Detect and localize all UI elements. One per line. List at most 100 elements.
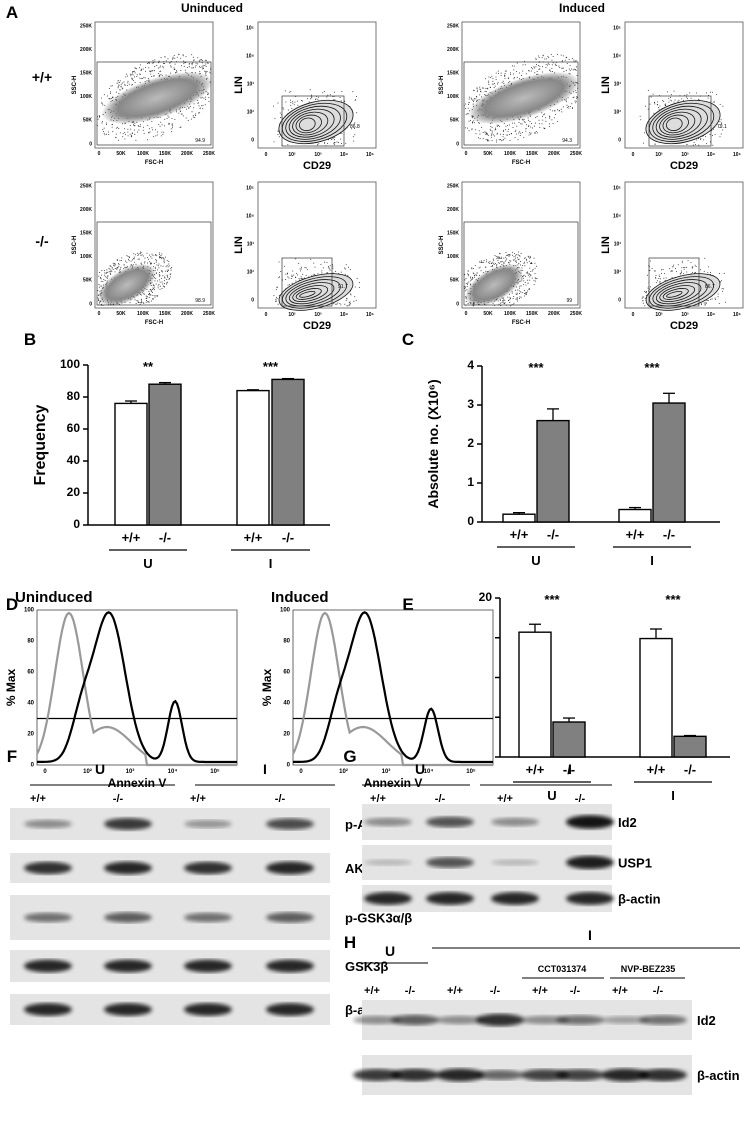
event-dot	[197, 57, 199, 59]
event-dot	[314, 266, 316, 268]
event-dot	[505, 259, 507, 261]
contour-line	[655, 282, 702, 305]
event-dot	[182, 54, 184, 56]
event-dot	[329, 94, 331, 96]
event-dot	[138, 129, 140, 131]
event-dot	[473, 122, 475, 124]
event-dot	[106, 133, 108, 135]
x-tick-label: -/-	[663, 527, 675, 542]
event-dot	[353, 123, 355, 125]
event-dot	[321, 272, 323, 274]
event-dot	[533, 283, 535, 285]
event-dot	[472, 305, 474, 307]
event-dot	[503, 139, 505, 141]
event-dot	[498, 303, 500, 305]
blot-band	[639, 1015, 687, 1025]
event-dot	[717, 293, 719, 295]
contour-line	[666, 117, 683, 132]
event-dot	[204, 104, 206, 106]
event-dot	[525, 73, 527, 75]
blot-band	[556, 1015, 604, 1025]
y-tick-label: 1	[467, 475, 474, 489]
histogram-curve	[36, 611, 237, 764]
event-dot	[154, 295, 156, 297]
event-dot	[160, 278, 162, 280]
event-dot	[170, 65, 172, 67]
event-dot	[488, 84, 490, 86]
lane-label: +/+	[612, 985, 628, 997]
event-dot	[473, 89, 475, 91]
event-dot	[573, 68, 575, 70]
event-dot	[198, 66, 200, 68]
event-dot	[134, 81, 136, 83]
event-dot	[575, 60, 577, 62]
event-dot	[514, 122, 516, 124]
event-dot	[149, 294, 151, 296]
event-dot	[147, 262, 149, 264]
event-dot	[99, 271, 101, 273]
event-dot	[524, 282, 526, 284]
event-dot	[148, 67, 150, 69]
event-dot	[677, 100, 679, 102]
event-dot	[148, 62, 150, 64]
event-dot	[119, 260, 121, 262]
blot-band	[24, 959, 72, 973]
event-dot	[464, 287, 466, 289]
event-dot	[124, 134, 126, 136]
x-tick-label: 10²	[83, 768, 92, 775]
event-dot	[287, 284, 289, 286]
event-dot	[134, 129, 136, 131]
lane-label: +/+	[532, 985, 548, 997]
event-dot	[153, 75, 155, 77]
event-dot	[333, 144, 335, 146]
event-dot	[509, 298, 511, 300]
event-dot	[136, 300, 138, 302]
event-dot	[509, 260, 511, 262]
event-dot	[487, 140, 489, 142]
event-dot	[515, 257, 517, 259]
event-dot	[501, 260, 503, 262]
flow-plot	[461, 181, 581, 309]
event-dot	[522, 277, 524, 279]
y-axis-label: Frequency	[32, 404, 49, 485]
x-axis-label: CD29	[303, 320, 331, 332]
event-dot	[134, 133, 136, 135]
event-dot	[500, 305, 502, 307]
event-dot	[492, 83, 494, 85]
event-dot	[515, 298, 517, 300]
event-dot	[496, 124, 498, 126]
event-dot	[709, 141, 711, 143]
event-dot	[139, 77, 141, 79]
event-dot	[653, 112, 655, 114]
event-dot	[275, 288, 277, 290]
event-dot	[535, 278, 537, 280]
event-dot	[336, 303, 338, 305]
event-dot	[516, 257, 518, 259]
event-dot	[547, 55, 549, 57]
event-dot	[642, 300, 644, 302]
event-dot	[327, 267, 329, 269]
event-dot	[490, 262, 492, 264]
event-dot	[500, 261, 502, 263]
event-dot	[317, 273, 319, 275]
event-dot	[497, 259, 499, 261]
blot-band	[521, 1069, 569, 1081]
event-dot	[290, 277, 292, 279]
contour-line	[662, 114, 689, 134]
event-dot	[495, 128, 497, 130]
event-dot	[171, 125, 173, 127]
event-dot	[533, 257, 535, 259]
lane-label: -/-	[490, 985, 501, 997]
x-tick-label: 10⁵	[366, 152, 375, 158]
event-dot	[485, 259, 487, 261]
y-tick-label: 80	[67, 389, 81, 403]
event-dot	[692, 144, 694, 146]
event-dot	[523, 290, 525, 292]
significance: ***	[544, 592, 560, 607]
event-dot	[480, 91, 482, 93]
event-dot	[536, 71, 538, 73]
bar	[618, 508, 652, 523]
event-dot	[147, 256, 149, 258]
event-dot	[514, 255, 516, 257]
y-axis-label: SSC-H	[439, 236, 445, 255]
